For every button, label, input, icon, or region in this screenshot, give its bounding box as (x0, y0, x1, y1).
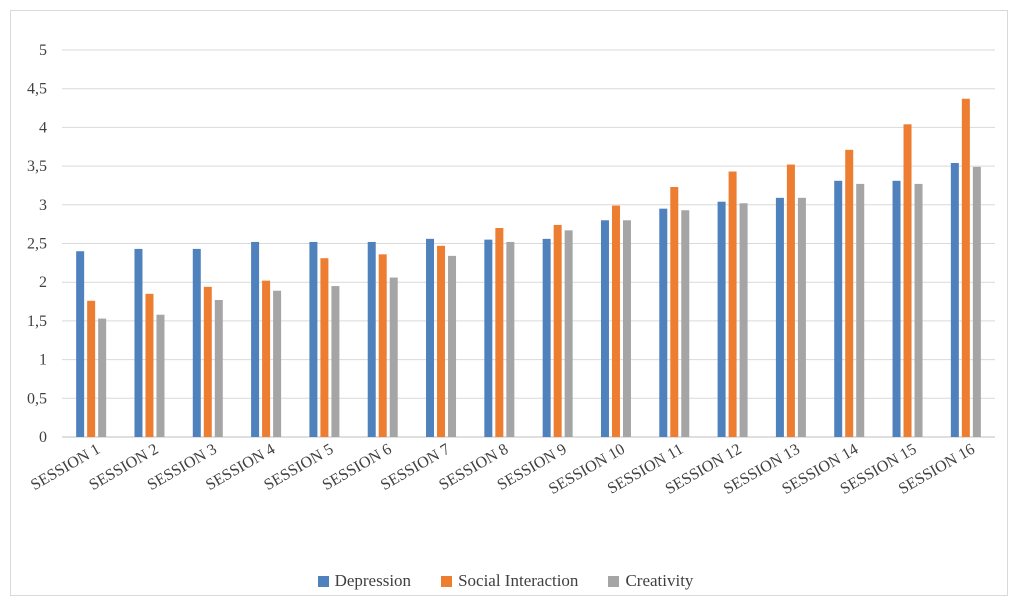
bar-depression (134, 248, 143, 437)
bar-social-interaction (145, 293, 154, 437)
bar-creativity (98, 318, 107, 437)
y-tick-label: 4 (39, 119, 47, 136)
legend-swatch (441, 575, 453, 587)
legend-swatch (608, 575, 620, 587)
bar-depression (426, 238, 435, 437)
bar-creativity (681, 210, 690, 437)
bar-creativity (914, 183, 923, 437)
y-axis-ticks: 0 0,5 1 1,5 2 2,5 3 3,5 4 4,5 5 (27, 42, 47, 446)
bar-social-interaction (378, 254, 387, 437)
bar-creativity (972, 166, 981, 437)
bar-social-interaction (786, 164, 795, 437)
y-tick-label: 3 (39, 197, 47, 214)
bar-social-interaction (845, 149, 854, 437)
bar-depression (600, 220, 609, 437)
y-tick-label: 0 (39, 429, 47, 446)
bar-social-interaction (611, 205, 620, 437)
y-tick-label: 2,5 (27, 236, 47, 253)
bar-social-interaction (728, 171, 737, 437)
bar-depression (192, 248, 201, 437)
bar-creativity (273, 290, 282, 437)
gridlines (62, 49, 995, 438)
y-tick-label: 1 (39, 352, 47, 369)
bar-creativity (856, 183, 865, 437)
bar-creativity (331, 286, 340, 437)
y-tick-label: 3,5 (27, 158, 47, 175)
bar-creativity (564, 230, 573, 437)
y-tick-label: 5 (39, 42, 47, 59)
bar-social-interaction (87, 300, 96, 437)
bar-creativity (622, 220, 631, 437)
bar-social-interaction (495, 228, 504, 437)
bar-creativity (389, 277, 398, 437)
bars (76, 98, 981, 438)
legend-swatch (317, 575, 329, 587)
bar-social-interaction (553, 224, 562, 437)
y-tick-label: 4,5 (27, 81, 47, 98)
bar-depression (484, 239, 493, 437)
bar-creativity (214, 300, 223, 437)
legend-label: Creativity (625, 571, 694, 590)
bar-depression (950, 163, 959, 437)
bar-creativity (739, 203, 748, 437)
bar-social-interaction (437, 245, 446, 437)
bar-depression (659, 208, 668, 437)
bar-social-interaction (903, 124, 912, 437)
bar-depression (892, 180, 901, 437)
bar-social-interaction (961, 98, 970, 438)
bar-creativity (506, 241, 515, 437)
legend-item: Depression (317, 571, 412, 591)
bar-depression (251, 241, 260, 437)
legend-label: Social Interaction (458, 571, 579, 590)
bar-depression (834, 180, 843, 437)
bar-social-interaction (670, 186, 679, 437)
legend-item: Creativity (608, 571, 693, 591)
bar-depression (717, 201, 726, 437)
y-tick-label: 2 (39, 274, 47, 291)
bar-depression (76, 251, 85, 437)
bar-social-interaction (320, 258, 329, 437)
legend-item: Social Interaction (441, 571, 578, 591)
bar-creativity (156, 314, 165, 437)
bar-social-interaction (262, 280, 271, 437)
bar-creativity (797, 197, 806, 437)
legend-label: Depression (334, 571, 412, 590)
bar-depression (775, 197, 784, 437)
bar-depression (542, 238, 551, 437)
y-tick-label: 0,5 (27, 390, 47, 407)
bar-creativity (448, 255, 457, 437)
y-tick-label: 1,5 (27, 313, 47, 330)
bar-social-interaction (203, 286, 212, 437)
bar-depression (309, 241, 318, 437)
bar-depression (367, 241, 376, 437)
legend: Depression Social Interaction Creativity (0, 570, 1011, 592)
